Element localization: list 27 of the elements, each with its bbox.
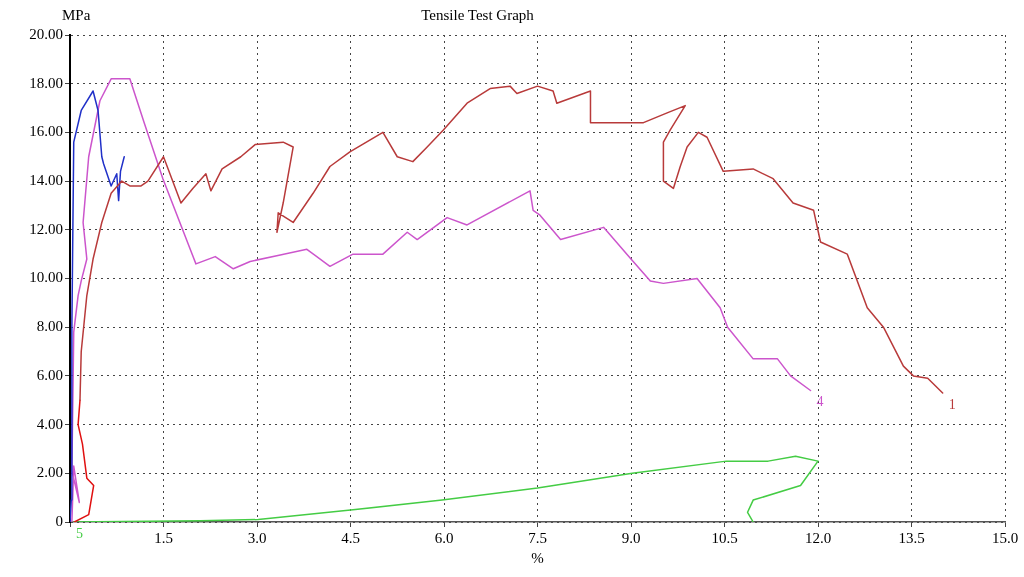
- chart-title: Tensile Test Graph: [421, 7, 535, 23]
- x-tick-label: 9.0: [621, 529, 641, 546]
- y-tick-label: 12.00: [29, 220, 63, 237]
- y-tick-label: 2.00: [36, 464, 63, 481]
- x-tick-label: 10.5: [711, 529, 738, 546]
- x-axis-title: %: [531, 550, 544, 567]
- y-tick-label: 8.00: [36, 318, 63, 335]
- x-tick-label: 15.0: [991, 529, 1019, 546]
- y-tick-label: 20.00: [29, 25, 63, 42]
- y-tick-label: 4.00: [36, 415, 63, 432]
- x-tick-label: 3.0: [247, 529, 267, 546]
- x-tick-label: 6.0: [434, 529, 454, 546]
- y-tick-label: 18.00: [29, 74, 63, 91]
- series-label: 5: [76, 525, 83, 541]
- x-tick-label: 7.5: [528, 529, 547, 546]
- y-tick-label: 6.00: [36, 366, 63, 383]
- y-tick-label: 0: [55, 512, 63, 529]
- y-tick-label: 16.00: [29, 123, 63, 140]
- y-axis-title: MPa: [62, 7, 91, 23]
- x-tick-label: 4.5: [341, 529, 360, 546]
- y-tick-label: 10.00: [29, 269, 63, 286]
- x-tick-label: 12.0: [804, 529, 832, 546]
- x-tick-label: 1.5: [154, 529, 173, 546]
- series-label: 4: [816, 394, 824, 410]
- x-tick-label: 13.5: [898, 529, 925, 546]
- series-label: 1: [948, 396, 956, 412]
- y-tick-label: 14.00: [29, 172, 63, 189]
